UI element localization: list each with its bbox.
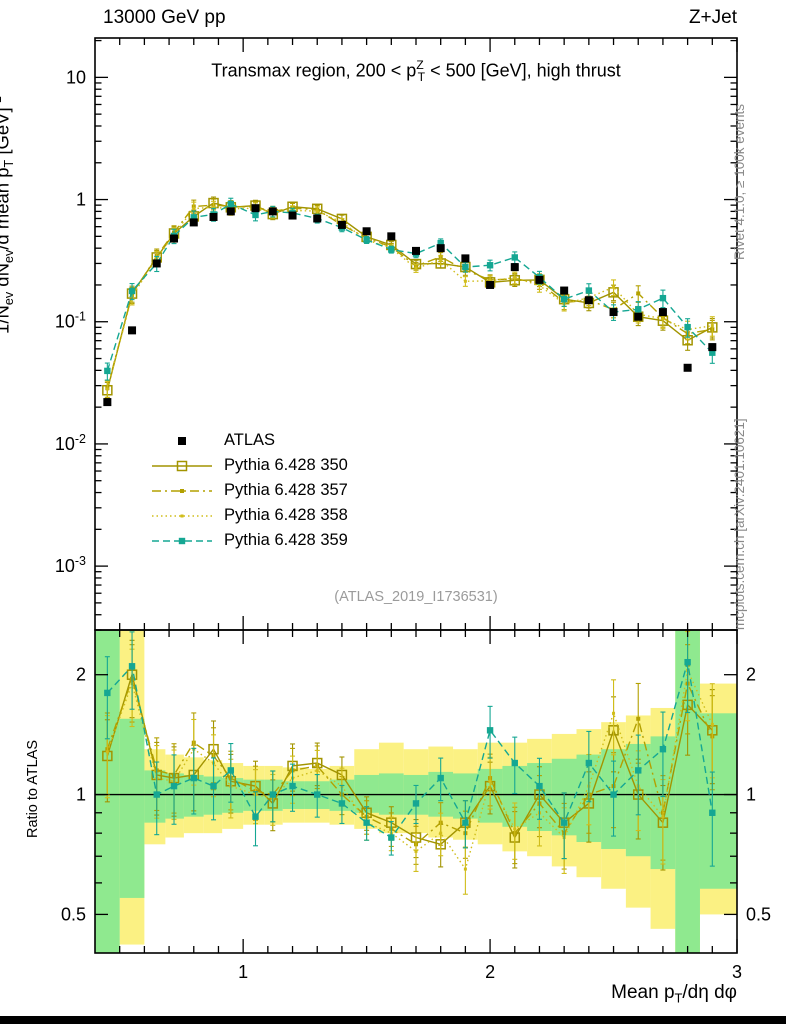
series-ratio-py359 [104, 630, 716, 867]
legend-marker-icon [152, 460, 212, 471]
series-atlas [103, 204, 717, 407]
legend-label: Pythia 6.428 359 [224, 531, 348, 549]
svg-text:1: 1 [76, 190, 86, 210]
series-main-py358 [104, 200, 715, 399]
svg-text:10-1: 10-1 [55, 310, 86, 332]
legend-item-pythia-6-428-350: Pythia 6.428 350 [150, 456, 348, 475]
svg-text:10: 10 [66, 67, 86, 87]
plot-title: Transmax region, 200 < pZT < 500 [GeV], … [211, 58, 621, 84]
mcplots-reference-label: mcplots.cern.ch [arXiv:2401.10621] [732, 418, 747, 630]
legend-item-pythia-6-428-359: Pythia 6.428 359 [150, 531, 348, 550]
legend-marker-icon [178, 436, 186, 445]
legend-label: Pythia 6.428 358 [224, 506, 348, 524]
axis-tick-labels: 1 2 3 10 1 10-1 10-2 10-3 0.5 0.5 1 1 2 2 [55, 67, 771, 982]
legend-label: ATLAS [224, 431, 276, 449]
legend-label: Pythia 6.428 350 [224, 456, 348, 474]
rivet-version-label: Rivet 4.1.0, ≥ 100k events [732, 104, 747, 260]
series-main-py357 [104, 198, 715, 398]
svg-text:10-3: 10-3 [55, 554, 86, 576]
process-label: Z+Jet [688, 7, 737, 28]
ratio-uncertainty-bands [95, 630, 737, 953]
legend-marker-icon [152, 537, 212, 544]
svg-text:2: 2 [76, 665, 86, 685]
svg-text:1: 1 [76, 785, 86, 805]
beam-energy-label: 13000 GeV pp [103, 7, 226, 28]
y-axis-label-main: 1/Nev dNev/d mean pT [GeV]-1 [0, 96, 16, 334]
series-main-py350 [102, 196, 718, 400]
svg-text:0.5: 0.5 [61, 904, 86, 924]
legend: ATLAS Pythia 6.428 350 Pythia 6.428 357 Pyt… [150, 431, 348, 550]
analysis-watermark: (ATLAS_2019_I1736531) [334, 589, 498, 605]
svg-text:2: 2 [746, 665, 756, 685]
svg-text:1: 1 [238, 962, 248, 982]
legend-item-pythia-6-428-357: Pythia 6.428 357 [150, 481, 348, 500]
svg-text:3: 3 [732, 962, 742, 982]
y-axis-label-ratio: Ratio to ATLAS [25, 739, 41, 838]
svg-text:0.5: 0.5 [746, 904, 771, 924]
svg-text:1: 1 [746, 785, 756, 805]
svg-text:10-2: 10-2 [55, 432, 86, 454]
legend-item-pythia-6-428-358: Pythia 6.428 358 [150, 506, 348, 525]
legend-item-atlas: ATLAS [150, 431, 348, 450]
svg-text:2: 2 [485, 962, 495, 982]
legend-label: Pythia 6.428 357 [224, 481, 348, 499]
x-axis-label: Mean pT/dη dφ [611, 982, 737, 1006]
bottom-border [0, 1016, 786, 1024]
ratio-panel-frame [94, 629, 738, 954]
legend-marker-icon [152, 514, 212, 517]
legend-marker-icon [152, 488, 212, 493]
